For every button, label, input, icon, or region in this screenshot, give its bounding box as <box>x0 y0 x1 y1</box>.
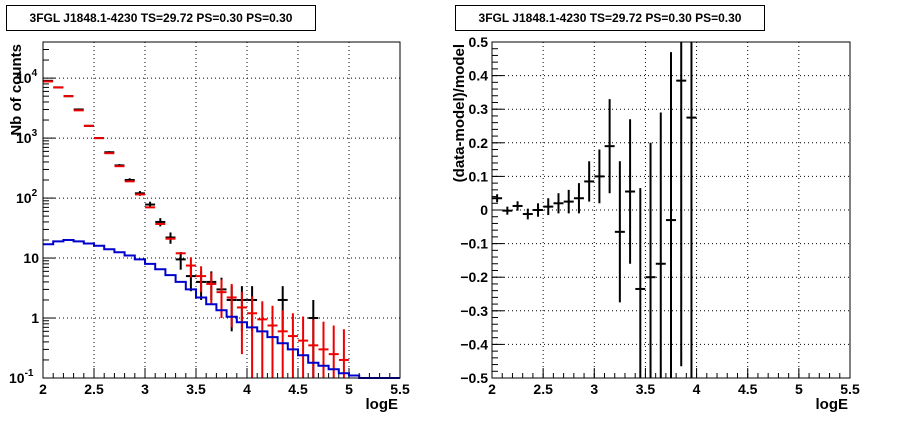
model-point <box>196 266 207 293</box>
data-point <box>512 201 523 211</box>
model-point <box>257 301 268 378</box>
x-tick-label: 2.5 <box>84 381 104 397</box>
model-point <box>308 319 319 378</box>
residuals-panel: 2 2.5 3 3.5 4 4.5 5 5.5 −0.5 −0.4 −0.3 −0.2 −0.1 0 0.1… <box>451 34 860 413</box>
data-point <box>502 206 513 215</box>
data-point <box>686 42 697 378</box>
data-point <box>676 42 687 367</box>
model-point <box>318 321 329 378</box>
y-tick-label: 0.4 <box>469 68 489 84</box>
x-tick-label: 5 <box>345 381 353 397</box>
x-tick-label: 4 <box>243 381 251 397</box>
x-tick-label: 4 <box>693 381 701 397</box>
x-tick-label: 2 <box>39 381 47 397</box>
data-point <box>614 161 625 303</box>
data-point <box>175 252 186 270</box>
x-axis-title: logE <box>816 396 849 413</box>
model-point <box>185 257 196 278</box>
model-point <box>267 305 278 378</box>
model-point <box>247 296 258 378</box>
x-tick-label: 2.5 <box>533 381 553 397</box>
model-point <box>226 283 237 328</box>
data-point <box>522 208 533 220</box>
x-tick-label: 3.5 <box>186 381 206 397</box>
y-tick-label: 1 <box>31 310 39 326</box>
data-point <box>492 194 503 203</box>
model-point <box>298 316 309 378</box>
model-point <box>287 313 298 378</box>
data-point <box>666 52 676 378</box>
y-tick-label: 0.1 <box>469 168 489 184</box>
plot-frame <box>491 41 851 379</box>
data-point <box>155 218 166 227</box>
y-tick-label: 0.2 <box>469 135 489 151</box>
y-tick-label: 0 <box>480 202 488 218</box>
data-point <box>655 112 666 378</box>
data-point <box>553 193 564 214</box>
model-point <box>206 272 217 305</box>
x-tick-label: 3.5 <box>636 381 656 397</box>
y-axis-title: Nb of counts <box>8 44 25 136</box>
x-tick-label: 2 <box>488 381 496 397</box>
y-tick-label: −0.1 <box>460 236 488 252</box>
x-tick-label: 3 <box>141 381 149 397</box>
y-tick-label: −0.3 <box>460 303 488 319</box>
data-point <box>533 203 544 217</box>
y-tick-label: 10-1 <box>9 368 34 386</box>
y-tick-label: −0.2 <box>460 269 488 285</box>
x-tick-label: 3 <box>590 381 598 397</box>
data-point <box>584 161 595 202</box>
data-point <box>563 189 574 214</box>
data-point <box>625 119 636 264</box>
y-tick-label: −0.5 <box>460 370 488 386</box>
y-axis-title: (data-model)/model <box>451 44 468 182</box>
y-tick-label: 10 <box>23 250 39 266</box>
data-point <box>543 198 554 216</box>
model-point <box>338 329 349 378</box>
right-panel-title: 3FGL J1848.1-4230 TS=29.72 PS=0.30 PS=0.… <box>455 5 765 31</box>
background-model-step-line <box>43 238 400 379</box>
x-tick-label: 5.5 <box>840 381 860 397</box>
left-panel-title: 3FGL J1848.1-4230 TS=29.72 PS=0.30 PS=0.… <box>6 5 316 31</box>
x-tick-label: 4.5 <box>738 381 758 397</box>
x-tick-label: 4.5 <box>288 381 308 397</box>
data-point <box>594 149 605 204</box>
data-point <box>573 183 584 214</box>
data-point <box>645 142 656 378</box>
y-tick-label: 102 <box>16 188 38 206</box>
y-tick-label: 0.3 <box>469 101 489 117</box>
plot-frame <box>42 41 401 379</box>
y-tick-label: 0.5 <box>469 34 489 50</box>
model-point <box>216 279 227 319</box>
x-tick-label: 5.5 <box>390 381 410 397</box>
data-point <box>604 99 615 194</box>
x-axis-title: logE <box>366 396 399 413</box>
x-tick-label: 5 <box>795 381 803 397</box>
y-tick-label: −0.4 <box>460 336 488 352</box>
data-point <box>635 188 646 378</box>
